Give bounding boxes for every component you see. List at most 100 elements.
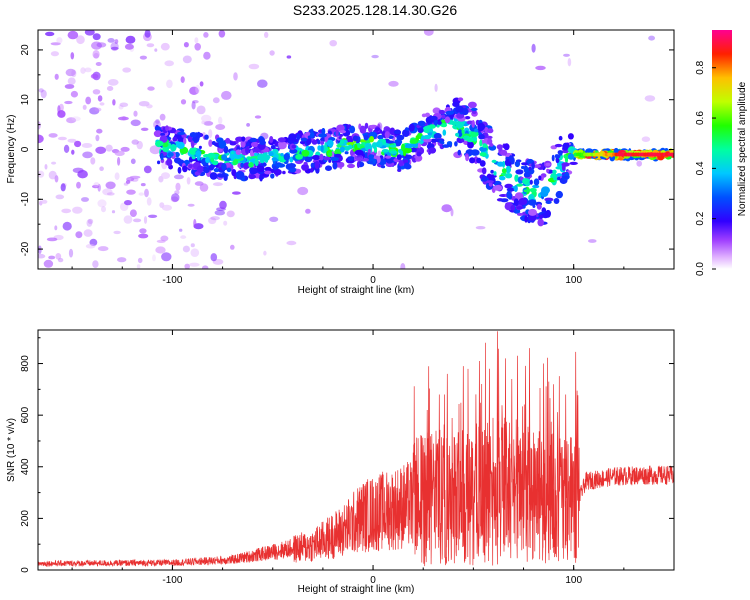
heatmap-noise-cell <box>74 140 82 148</box>
heatmap-signal-cell <box>348 144 353 150</box>
heatmap-noise-cell <box>68 248 74 258</box>
heatmap-noise-cell <box>137 257 143 264</box>
heatmap-signal-cell <box>558 135 563 141</box>
heatmap-signal-cell <box>461 129 465 134</box>
heatmap-noise-cell <box>84 30 95 36</box>
heatmap-noise-cell <box>97 199 107 208</box>
heatmap-noise-cell <box>83 229 93 237</box>
heatmap-noise-cell <box>180 235 187 239</box>
heatmap-noise-cell <box>161 252 172 262</box>
heatmap-signal-cell <box>352 135 359 142</box>
heatmap-signal-cell <box>398 160 404 167</box>
heatmap-noise-cell <box>117 156 121 166</box>
heatmap-signal-cell <box>338 136 342 140</box>
heatmap-noise-cell <box>67 30 79 40</box>
heatmap-noise-cell <box>81 143 93 148</box>
heatmap-signal-cell <box>359 125 367 134</box>
heatmap-signal-cell <box>196 131 201 139</box>
heatmap-noise-cell <box>87 218 94 225</box>
heatmap-noise-cell <box>101 206 106 213</box>
heatmap-noise-cell <box>263 250 267 256</box>
heatmap-noise-cell <box>152 254 156 262</box>
heatmap-signal-cell <box>273 168 282 176</box>
heatmap-signal-cell <box>455 132 460 137</box>
heatmap-signal-cell <box>205 156 210 163</box>
heatmap-noise-cell <box>226 210 235 218</box>
heatmap-signal-cell <box>491 159 497 163</box>
heatmap-signal-cell <box>561 164 566 171</box>
heatmap-signal-cell <box>323 156 331 161</box>
heatmap-signal-cell <box>528 199 537 206</box>
heatmap-noise-cell <box>62 221 72 231</box>
heatmap-signal-cell <box>390 150 398 154</box>
heatmap-signal-cell <box>321 128 326 135</box>
heatmap-signal-cell <box>339 146 345 153</box>
heatmap-signal-cell <box>493 171 497 176</box>
heatmap-signal-cell <box>301 164 309 171</box>
heatmap-noise-cell <box>203 121 214 126</box>
heatmap-signal-cell <box>455 121 464 129</box>
heatmap-signal-cell <box>323 144 328 149</box>
heatmap-signal-cell <box>505 165 511 174</box>
heatmap-signal-cell <box>439 139 443 144</box>
heatmap-signal-cell <box>536 203 542 210</box>
heatmap-noise-cell <box>146 43 155 48</box>
heatmap-signal-cell <box>223 145 229 154</box>
heatmap-noise-cell <box>50 51 60 57</box>
heatmap-signal-cell <box>233 153 243 160</box>
heatmap-noise-cell <box>201 120 206 125</box>
heatmap-signal-cell <box>177 131 186 135</box>
heatmap-signal-cell <box>516 183 523 187</box>
heatmap-signal-cell <box>248 162 254 168</box>
heatmap-signal-cell <box>246 141 250 147</box>
heatmap-signal-cell <box>499 176 506 181</box>
heatmap-signal-cell <box>251 141 259 148</box>
heatmap-signal-cell <box>382 130 386 138</box>
heatmap-noise-cell <box>636 160 642 167</box>
heatmap-signal-cell <box>272 165 277 171</box>
heatmap-signal-cell <box>470 149 480 156</box>
heatmap-signal-cell <box>508 155 513 163</box>
heatmap-signal-cell <box>428 124 436 129</box>
heatmap-signal-cell <box>440 123 448 128</box>
heatmap-signal-cell <box>375 141 383 148</box>
heatmap-noise-cell <box>129 175 141 179</box>
heatmap-signal-cell <box>225 137 231 144</box>
heatmap-signal-cell <box>437 120 442 125</box>
heatmap-signal-cell <box>183 137 187 145</box>
heatmap-noise-cell <box>230 244 235 250</box>
heatmap-noise-cell <box>155 119 160 124</box>
heatmap-noise-cell <box>99 166 104 171</box>
heatmap-signal-cell <box>157 160 161 165</box>
heatmap-signal-cell <box>489 143 494 147</box>
heatmap-signal-cell <box>510 205 516 211</box>
heatmap-noise-cell <box>371 54 379 59</box>
heatmap-signal-cell <box>311 139 318 145</box>
heatmap-signal-cell <box>277 163 286 168</box>
heatmap-noise-cell <box>131 139 139 145</box>
heatmap-noise-cell <box>114 150 125 156</box>
heatmap-noise-cell <box>105 144 113 152</box>
heatmap-signal-cell <box>466 137 474 143</box>
colorbar-scale <box>712 30 732 269</box>
heatmap-noise-cell <box>114 172 120 180</box>
heatmap-noise-cell <box>186 177 191 185</box>
heatmap-noise-cell <box>89 238 98 246</box>
heatmap-signal-cell <box>567 133 574 140</box>
heatmap-noise-cell <box>123 215 133 224</box>
y-tick-label: 800 <box>20 355 31 372</box>
heatmap-signal-cell <box>506 190 511 199</box>
heatmap-signal-cell <box>545 200 552 205</box>
heatmap-signal-cell <box>336 124 345 132</box>
heatmap-noise-cell <box>82 151 93 159</box>
x-tick-label: 0 <box>370 275 376 286</box>
heatmap-signal-cell <box>501 168 507 174</box>
heatmap-signal-cell <box>538 175 542 181</box>
heatmap-signal-cell <box>221 163 227 171</box>
heatmap-noise-cell <box>76 35 85 45</box>
heatmap-noise-cell <box>143 216 148 224</box>
heatmap-signal-cell <box>496 161 505 167</box>
heatmap-signal-cell <box>244 175 248 181</box>
heatmap-noise-cell <box>38 245 42 254</box>
heatmap-signal-cell <box>478 133 485 140</box>
